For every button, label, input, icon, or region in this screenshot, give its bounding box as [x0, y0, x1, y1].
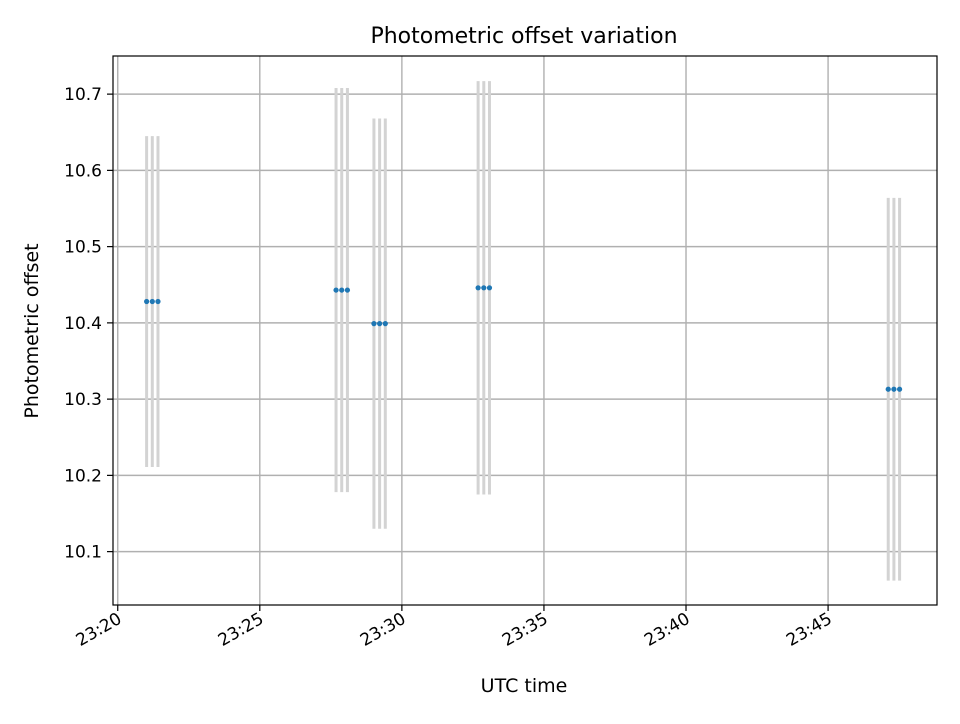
y-tick-label: 10.5 — [64, 238, 102, 258]
data-point — [481, 285, 487, 291]
plot-frame — [112, 55, 938, 606]
data-point — [885, 386, 891, 392]
data-point — [333, 287, 339, 293]
y-axis-label: Photometric offset — [21, 243, 43, 418]
y-tick-label: 10.7 — [64, 85, 102, 105]
data-point — [155, 298, 161, 305]
data-point — [377, 321, 383, 327]
grid-layer — [113, 56, 937, 605]
data-point — [891, 386, 897, 392]
data-point — [339, 287, 345, 293]
y-tick-label: 10.6 — [64, 161, 102, 181]
data-point — [371, 321, 377, 327]
chart-title: Photometric offset variation — [370, 24, 677, 49]
point-layer — [144, 285, 903, 392]
data-point — [344, 287, 351, 293]
y-tick-label: 10.4 — [64, 314, 102, 334]
y-tick-label: 10.3 — [64, 390, 102, 410]
data-point — [144, 298, 150, 305]
data-point — [896, 386, 903, 392]
data-point — [149, 298, 155, 305]
y-tick-label: 10.2 — [64, 466, 102, 486]
data-point — [486, 285, 493, 291]
x-axis-label: UTC time — [481, 675, 568, 697]
data-point — [475, 285, 481, 291]
y-tick-label: 10.1 — [64, 543, 102, 563]
data-point — [382, 321, 388, 327]
